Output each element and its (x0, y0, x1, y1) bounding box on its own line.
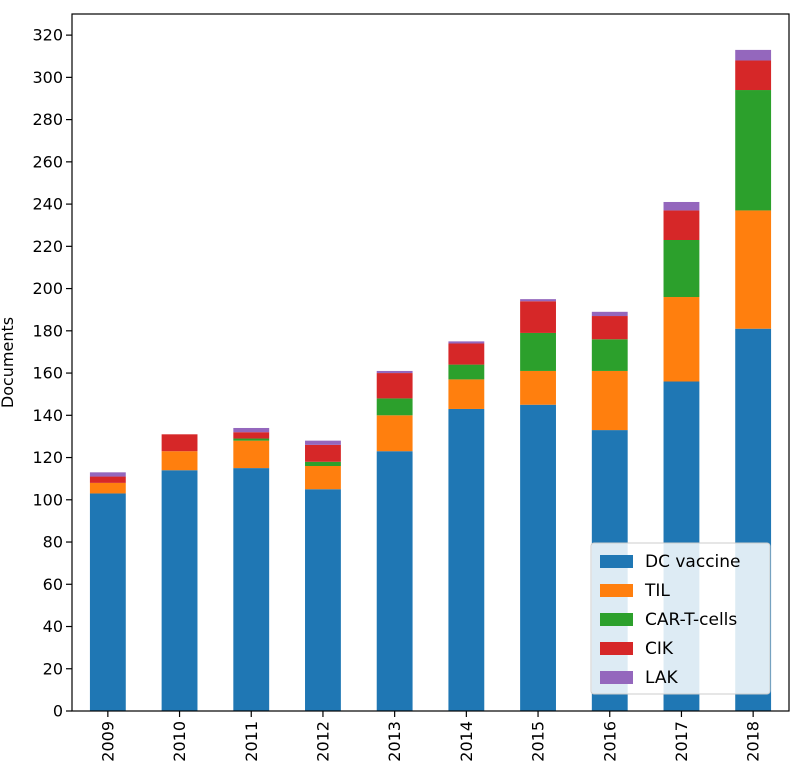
bar-til-2018 (735, 210, 772, 329)
bar-cik-2018 (735, 60, 772, 91)
bar-dc-vaccine-2009 (89, 493, 126, 711)
bar-lak-2011 (233, 427, 270, 433)
y-tick-label: 280 (32, 110, 63, 129)
x-tick-label: 2016 (600, 721, 619, 762)
legend-swatch (600, 642, 633, 655)
legend-swatch (600, 555, 633, 568)
legend-label: CIK (645, 639, 674, 659)
bar-dc-vaccine-2013 (376, 451, 413, 711)
bar-car-t-cells-2011 (233, 438, 270, 441)
y-axis-label: Documents (0, 317, 17, 408)
y-axis: 0 20 40 60 80 100 120 140 160 180 200 220 240 260 280 3… (32, 26, 72, 721)
bar-cik-2010 (161, 434, 198, 452)
legend-swatch (600, 671, 633, 684)
y-tick-label: 20 (43, 659, 63, 678)
bar-lak-2018 (735, 49, 772, 61)
bar-car-t-cells-2018 (735, 90, 772, 211)
x-axis: 2009 2010 2011 2012 2013 2014 2015 2016 2017 2018 (98, 711, 763, 762)
bar-til-2013 (376, 415, 413, 452)
y-tick-label: 40 (43, 617, 63, 636)
x-tick-label: 2015 (529, 721, 548, 762)
bar-cik-2015 (520, 301, 556, 333)
bar-car-t-cells-2015 (520, 332, 556, 371)
x-tick-label: 2013 (385, 721, 404, 762)
bar-til-2011 (233, 440, 270, 469)
bar-dc-vaccine-2011 (233, 468, 270, 711)
legend-box (590, 542, 771, 695)
y-tick-label: 260 (32, 152, 63, 171)
x-tick-label: 2011 (242, 721, 261, 762)
y-tick-label: 120 (32, 448, 63, 467)
bar-cik-2016 (591, 316, 628, 340)
y-tick-label: 80 (43, 533, 63, 552)
legend: DC vaccine TIL CAR-T-cells CIK LAK (590, 542, 771, 695)
plot-frame (71, 13, 790, 712)
x-tick-label: 2012 (313, 721, 332, 762)
x-tick-label: 2009 (98, 721, 117, 762)
bar-lak-2015 (520, 299, 556, 302)
bar-lak-2009 (89, 472, 126, 477)
bar-cik-2009 (89, 476, 126, 483)
y-tick-label: 180 (32, 321, 63, 340)
legend-label: TIL (644, 581, 670, 601)
y-tick-label: 140 (32, 406, 63, 425)
bar-dc-vaccine-2015 (520, 404, 556, 711)
bar-cik-2012 (305, 444, 341, 462)
bar-cik-2014 (448, 343, 485, 365)
y-tick-label: 220 (32, 237, 63, 256)
x-tick-label: 2014 (457, 721, 476, 762)
bar-car-t-cells-2013 (376, 398, 413, 416)
bar-car-t-cells-2014 (448, 364, 485, 380)
bar-til-2010 (161, 451, 198, 471)
y-tick-label: 0 (53, 702, 63, 721)
bar-lak-2014 (448, 341, 485, 344)
bar-til-2014 (448, 379, 485, 409)
bar-cik-2011 (233, 432, 270, 439)
y-tick-label: 100 (32, 490, 63, 509)
bar-car-t-cells-2016 (591, 339, 628, 371)
bar-lak-2013 (376, 370, 413, 374)
bar-car-t-cells-2012 (305, 461, 341, 466)
bar-til-2015 (520, 370, 556, 405)
bar-lak-2016 (591, 311, 628, 317)
bar-dc-vaccine-2012 (305, 489, 341, 711)
x-tick-label: 2017 (672, 721, 691, 762)
bar-car-t-cells-2017 (663, 239, 700, 298)
bar-til-2012 (305, 465, 341, 490)
bar-lak-2012 (305, 440, 341, 445)
bar-dc-vaccine-2010 (161, 470, 198, 711)
y-tick-label: 320 (32, 26, 63, 45)
y-tick-label: 240 (32, 195, 63, 214)
bar-cik-2013 (376, 373, 413, 399)
x-tick-label: 2018 (744, 721, 763, 762)
bar-dc-vaccine-2014 (448, 408, 485, 711)
y-tick-label: 200 (32, 279, 63, 298)
legend-label: CAR-T-cells (645, 610, 737, 630)
y-tick-label: 160 (32, 364, 63, 383)
bar-til-2017 (663, 297, 700, 382)
legend-label: DC vaccine (645, 552, 741, 572)
legend-label: LAK (645, 668, 678, 688)
y-tick-label: 60 (43, 575, 63, 594)
legend-swatch (600, 584, 633, 597)
bar-cik-2017 (663, 210, 700, 240)
bar-lak-2017 (663, 201, 700, 211)
bar-til-2016 (591, 370, 628, 431)
y-tick-label: 300 (32, 68, 63, 87)
x-tick-label: 2010 (170, 721, 189, 762)
legend-swatch (600, 613, 633, 626)
bar-til-2009 (89, 482, 126, 494)
